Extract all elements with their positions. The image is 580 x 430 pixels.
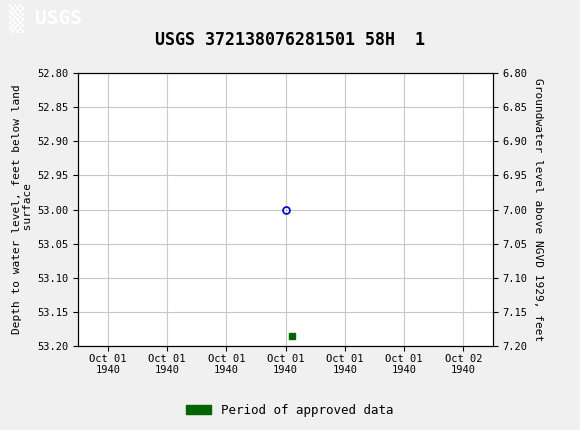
Legend: Period of approved data: Period of approved data [181,399,399,421]
Text: USGS: USGS [35,9,82,28]
Y-axis label: Groundwater level above NGVD 1929, feet: Groundwater level above NGVD 1929, feet [533,78,543,341]
Text: ▒: ▒ [9,4,24,34]
Text: USGS 372138076281501 58H  1: USGS 372138076281501 58H 1 [155,31,425,49]
Y-axis label: Depth to water level, feet below land
 surface: Depth to water level, feet below land su… [12,85,33,335]
